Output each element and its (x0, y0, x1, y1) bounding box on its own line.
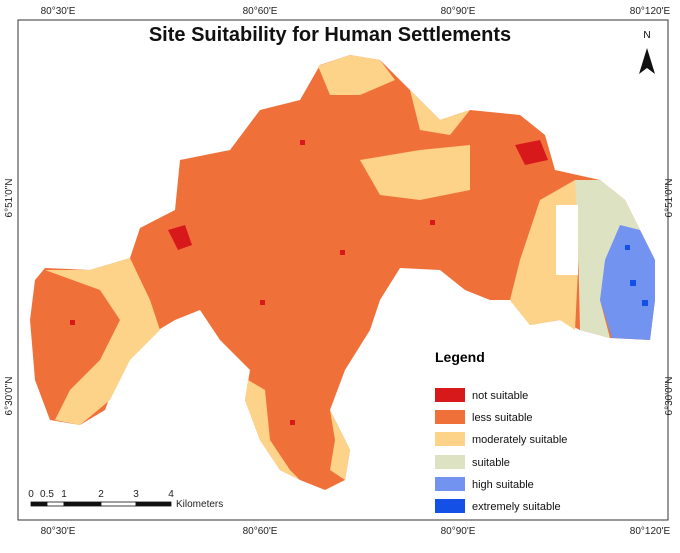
area-less-suitable (30, 55, 655, 490)
scale-segment (63, 501, 102, 507)
area-not-suitable (168, 225, 192, 250)
scale-segment (100, 501, 137, 507)
scale-tick-label: 0 (28, 489, 34, 500)
legend: Legend not suitable less suitable moderate… (435, 349, 567, 513)
area-moderately-suitable (330, 410, 350, 480)
scale-tick-label: 0.5 (40, 489, 54, 500)
legend-swatch (435, 499, 465, 513)
legend-swatch (435, 455, 465, 469)
bottom-coord-label: 80°90'E (441, 526, 476, 537)
area-not-suitable (290, 420, 295, 425)
legend-label: extremely suitable (472, 501, 561, 513)
top-coord-label: 80°60'E (243, 6, 278, 17)
left-coord-label: 6°30'0"N (4, 377, 15, 416)
bottom-coord-label: 80°120'E (630, 526, 671, 537)
area-extremely-suitable (642, 300, 648, 306)
scale-tick-label: 1 (61, 489, 67, 500)
north-label: N (643, 30, 650, 41)
north-arrow: N (639, 30, 655, 74)
scale-tick-label: 3 (133, 489, 139, 500)
area-moderately-suitable (360, 145, 470, 200)
area-high-suitable (600, 225, 655, 340)
legend-swatch (435, 410, 465, 424)
no-data-hole (556, 205, 578, 275)
area-not-suitable (300, 140, 305, 145)
area-moderately-suitable (410, 90, 470, 135)
legend-swatch (435, 388, 465, 402)
area-moderately-suitable (318, 55, 395, 95)
scale-unit: Kilometers (176, 499, 223, 510)
map-title: Site Suitability for Human Settlements (149, 24, 511, 46)
right-coord-label: 6°30'0"N (664, 377, 675, 416)
legend-label: suitable (472, 457, 510, 469)
scale-segment (46, 501, 65, 507)
legend-label: not suitable (472, 390, 528, 402)
north-arrow-right (647, 48, 655, 74)
area-extremely-suitable (625, 245, 630, 250)
area-not-suitable (70, 320, 75, 325)
scale-segment (30, 501, 48, 507)
legend-label: moderately suitable (472, 434, 567, 446)
area-not-suitable (430, 220, 435, 225)
legend-swatch (435, 432, 465, 446)
top-coord-label: 80°120'E (630, 6, 671, 17)
study-area (30, 55, 655, 490)
area-extremely-suitable (630, 280, 636, 286)
area-not-suitable (260, 300, 265, 305)
legend-label: high suitable (472, 479, 534, 491)
area-not-suitable (515, 140, 548, 165)
scale-tick-label: 4 (168, 489, 174, 500)
legend-label: less suitable (472, 412, 533, 424)
north-arrow-left (639, 48, 647, 74)
right-coord-label: 6°51'0"N (664, 179, 675, 218)
scale-segment (135, 501, 172, 507)
area-moderately-suitable (45, 258, 160, 425)
area-not-suitable (340, 250, 345, 255)
top-coord-label: 80°30'E (41, 6, 76, 17)
scale-tick-label: 2 (98, 489, 104, 500)
top-coord-label: 80°90'E (441, 6, 476, 17)
legend-title: Legend (435, 349, 485, 365)
area-moderately-suitable (245, 380, 300, 480)
left-coord-label: 6°51'0"N (4, 179, 15, 218)
bottom-coord-label: 80°30'E (41, 526, 76, 537)
graticule-labels: 80°30'E 80°60'E 80°90'E 80°120'E 80°30'E 80°6… (4, 6, 675, 537)
bottom-coord-label: 80°60'E (243, 526, 278, 537)
legend-swatch (435, 477, 465, 491)
